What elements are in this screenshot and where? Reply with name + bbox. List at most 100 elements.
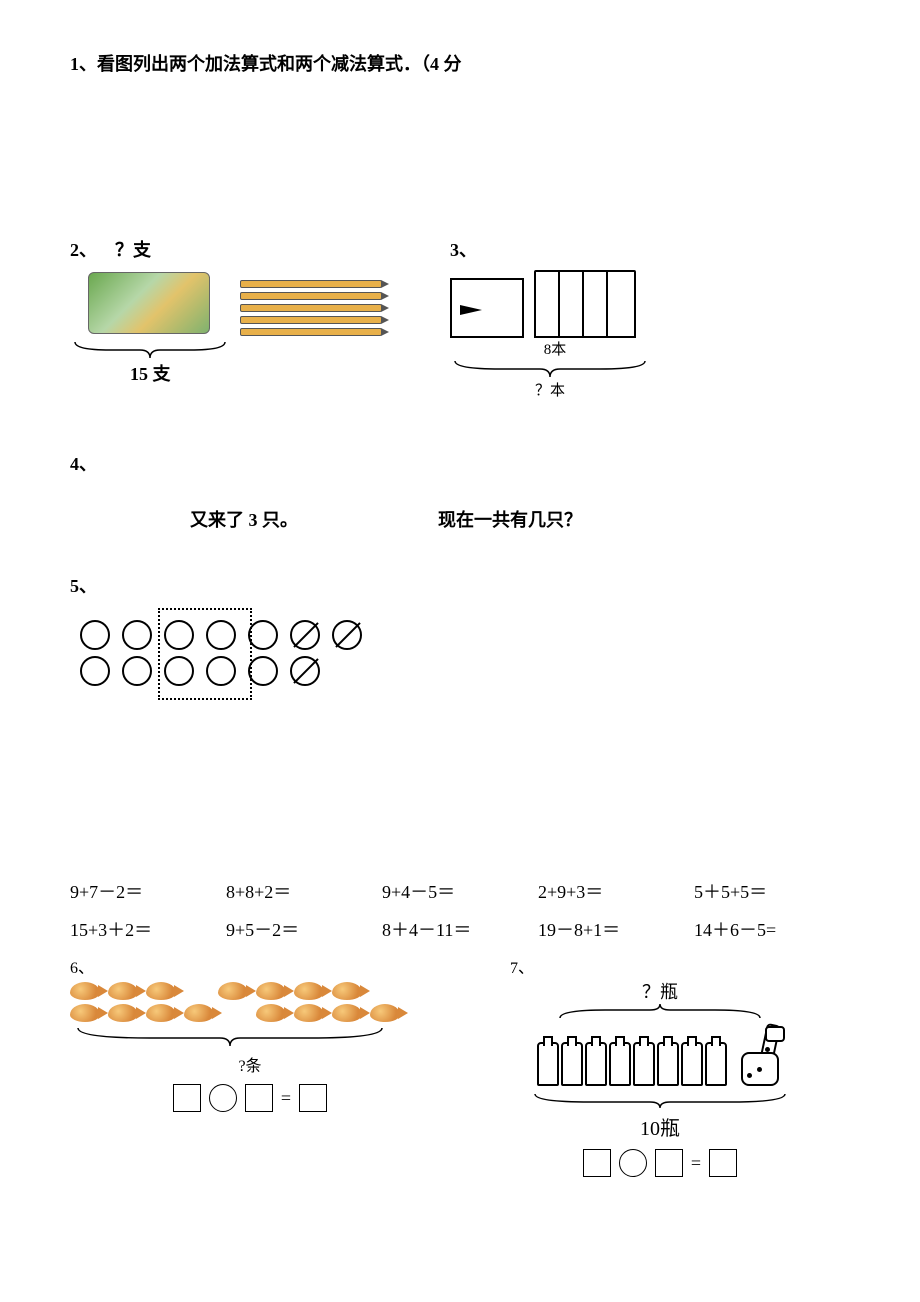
bottle-icon [585, 1042, 607, 1086]
arith-expression: 9+7－2＝ [70, 878, 226, 904]
pencil-icon [240, 316, 382, 324]
operator-circle[interactable] [619, 1149, 647, 1177]
bottles-row [510, 1026, 810, 1086]
circle-icon [80, 620, 110, 650]
fish-icon [370, 1004, 400, 1022]
circle-icon [206, 620, 236, 650]
arith-expression: 14＋6－5= [694, 916, 850, 942]
fish-icon [184, 1004, 214, 1022]
arith-expression: 9+5－2＝ [226, 916, 382, 942]
circle-icon [248, 620, 278, 650]
fish-icon [332, 982, 362, 1000]
arith-expression: 9+4－5＝ [382, 878, 538, 904]
fish-icon [70, 982, 100, 1000]
q4-right: 现在一共有几只？ [438, 506, 582, 532]
arith-expression: 19－8+1＝ [538, 916, 694, 942]
pencils-group [240, 276, 382, 340]
arithmetic-block: 9+7－2＝8+8+2＝9+4－5＝2+9+3＝5＋5+5＝ 15+3＋2＝9+… [70, 878, 850, 942]
pencilcase-icon [88, 272, 210, 334]
circle-icon [80, 656, 110, 686]
pencil-icon [240, 304, 382, 312]
q6-q7-row: 6、 ?条 = 7、 ？瓶 10瓶 = [70, 954, 850, 1177]
q1-title: 1、看图列出两个加法算式和两个减法算式．（4 分 [70, 50, 850, 76]
q5-num: 5、 [70, 572, 850, 598]
q7-equation: = [510, 1149, 810, 1177]
q2-label: 2、 ？支 [70, 236, 450, 262]
circle-slash-icon [290, 620, 320, 650]
q6-qmark: ?条 [70, 1052, 430, 1076]
pencil-icon [240, 292, 382, 300]
bottle-icon [633, 1042, 655, 1086]
operator-circle[interactable] [209, 1084, 237, 1112]
q2-block: 2、 ？支 15 支 [70, 236, 450, 386]
fish-icon [146, 982, 176, 1000]
q3-inbox: 8本 [460, 338, 650, 359]
fish-icon [108, 1004, 138, 1022]
arith-expression: 2+9+3＝ [538, 878, 694, 904]
arith-expression: 8＋4－11＝ [382, 916, 538, 942]
bottle-icon [705, 1042, 727, 1086]
single-book-group [450, 278, 524, 338]
brace-down-icon [530, 1092, 790, 1110]
circle-icon [164, 620, 194, 650]
giraffe-icon [735, 1026, 783, 1086]
answer-box[interactable] [583, 1149, 611, 1177]
arith-row-2: 15+3＋2＝9+5－2＝8＋4－11＝19－8+1＝14＋6－5= [70, 916, 850, 942]
fish-icon [218, 982, 248, 1000]
brace-down-icon [450, 359, 650, 379]
arith-expression: 15+3＋2＝ [70, 916, 226, 942]
brace-down-icon [70, 340, 230, 360]
answer-box[interactable] [655, 1149, 683, 1177]
answer-box[interactable] [299, 1084, 327, 1112]
fish-icon [294, 1004, 324, 1022]
fish-icon [108, 982, 138, 1000]
fish-row-1 [70, 982, 430, 1000]
fish-icon [256, 982, 286, 1000]
fish-icon [256, 1004, 286, 1022]
q3-num: 3、 [450, 236, 650, 262]
q4-left: 又来了 3 只。 [190, 506, 298, 532]
answer-box[interactable] [173, 1084, 201, 1112]
circle-icon [248, 656, 278, 686]
q7-bottom-label: 10瓶 [510, 1112, 810, 1141]
book-icon [606, 270, 636, 338]
q7-block: 7、 ？瓶 10瓶 = [510, 954, 810, 1177]
circle-icon [206, 656, 236, 686]
bottle-icon [537, 1042, 559, 1086]
q4-num: 4、 [70, 450, 850, 476]
q6-num: 6、 [70, 954, 430, 978]
fish-icon [294, 982, 324, 1000]
answer-box[interactable] [245, 1084, 273, 1112]
circle-icon [122, 656, 152, 686]
arith-expression: 8+8+2＝ [226, 878, 382, 904]
q2-num: 2、 [70, 240, 97, 260]
q2-unknown: ？支 [115, 240, 151, 260]
circle-icon [122, 620, 152, 650]
fish-rows [70, 982, 430, 1022]
equals-sign: = [691, 1153, 701, 1174]
books-wrap [450, 270, 650, 338]
circle-icon [164, 656, 194, 686]
bottle-icon [561, 1042, 583, 1086]
q3-block: 3、 8本 ？本 [450, 236, 650, 400]
q2-total: 15 支 [130, 360, 450, 386]
q3-unknown: ？本 [450, 379, 650, 400]
fish-icon [70, 1004, 100, 1022]
fish-icon [146, 1004, 176, 1022]
answer-box[interactable] [709, 1149, 737, 1177]
book-box-icon [450, 278, 524, 338]
book-stack-icon [534, 270, 636, 338]
pencil-icon [240, 280, 382, 288]
fish-row-2 [70, 1004, 430, 1022]
q2-q3-row: 2、 ？支 15 支 3、 [70, 236, 850, 400]
circle-slash-icon [290, 656, 320, 686]
fish-icon [332, 1004, 362, 1022]
arith-expression: 5＋5+5＝ [694, 878, 850, 904]
q6-block: 6、 ?条 = [70, 954, 430, 1112]
pencil-icon [240, 328, 382, 336]
bottle-icon [657, 1042, 679, 1086]
q5-circles [70, 608, 850, 698]
circle-slash-icon [332, 620, 362, 650]
equals-sign: = [281, 1088, 291, 1109]
brace-down-icon [70, 1026, 390, 1048]
